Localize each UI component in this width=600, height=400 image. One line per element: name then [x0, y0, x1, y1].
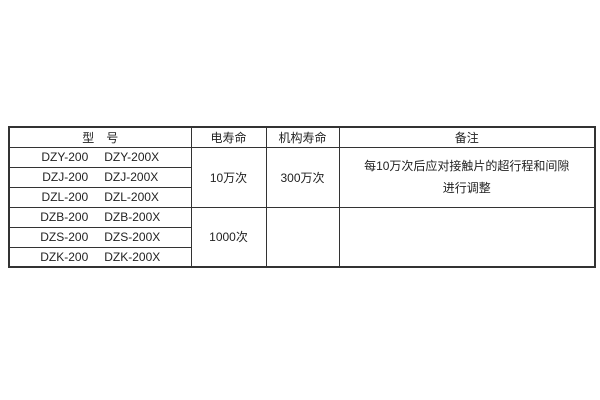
relay-life-spec-table: 型 号 电寿命 机构寿命 备注 DZY-200 DZY-200X 10万次 30… [8, 126, 596, 268]
model-pair: DZB-200 DZB-200X [40, 210, 160, 224]
model-variant: DZY-200X [104, 150, 160, 164]
model-cell: DZL-200 DZL-200X [8, 186, 192, 208]
remark-cell-group1: 每10万次后应对接触片的超行程和间隙 进行调整 [338, 146, 596, 208]
remark-line-2: 进行调整 [442, 181, 491, 195]
model-variant: DZB-200X [104, 210, 161, 224]
electrical-life-cell-group1: 10万次 [190, 146, 267, 208]
model-base: DZB-200 [40, 210, 89, 224]
model-variant: DZK-200X [104, 249, 161, 264]
table-row: DZB-200 DZB-200X 1000次 [8, 206, 596, 268]
electrical-life-cell-group2: 1000次 [190, 206, 267, 268]
model-pair: DZL-200 DZL-200X [42, 190, 159, 204]
table-row: DZY-200 DZY-200X 10万次 300万次 每10万次后应对接触片的… [8, 146, 596, 208]
table-row: DZL-200 DZL-200X [8, 186, 595, 208]
remark-line-1: 每10万次后应对接触片的超行程和间隙 [364, 159, 570, 173]
model-base: DZS-200 [40, 230, 89, 244]
model-pair: DZJ-200 DZJ-200X [42, 170, 158, 184]
model-pair: DZK-200 DZK-200X [40, 250, 160, 264]
model-variant: DZJ-200X [104, 170, 159, 184]
col-header-electrical-life: 电寿命 [190, 126, 267, 148]
col-header-model: 型 号 [8, 126, 192, 148]
model-cell: DZJ-200 DZJ-200X [8, 166, 192, 188]
mechanical-life-cell-group2 [265, 206, 340, 268]
model-variant: DZS-200X [104, 230, 161, 244]
model-base: DZL-200 [41, 190, 89, 204]
model-pair: DZY-200 DZY-200X [41, 150, 159, 164]
remark-cell-group2 [338, 206, 596, 268]
col-header-mechanical-life: 机构寿命 [265, 126, 340, 148]
model-pair: DZS-200 DZS-200X [40, 230, 160, 244]
model-base: DZJ-200 [42, 170, 89, 184]
model-cell: DZB-200 DZB-200X [8, 206, 192, 228]
mechanical-life-cell-group1: 300万次 [265, 146, 340, 208]
model-cell: DZS-200 DZS-200X [8, 226, 192, 248]
table-row: DZK-200 DZK-200X [8, 246, 595, 268]
model-base: DZY-200 [41, 150, 89, 164]
model-base: DZK-200 [40, 249, 89, 264]
header-row: 型 号 电寿命 机构寿命 备注 [8, 126, 596, 148]
model-variant: DZL-200X [104, 190, 159, 204]
model-cell: DZY-200 DZY-200X [8, 146, 192, 168]
model-cell: DZK-200 DZK-200X [8, 246, 192, 268]
col-header-remark: 备注 [338, 126, 596, 148]
